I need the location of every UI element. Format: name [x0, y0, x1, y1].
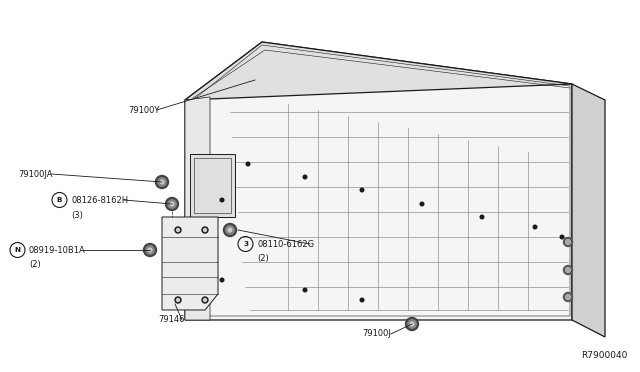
Circle shape	[563, 292, 573, 301]
Text: 79100Y: 79100Y	[128, 106, 159, 115]
Circle shape	[303, 175, 307, 179]
Text: B: B	[57, 197, 62, 203]
Text: R7900040: R7900040	[582, 351, 628, 360]
Circle shape	[175, 297, 181, 303]
Circle shape	[566, 267, 570, 273]
Circle shape	[533, 225, 537, 229]
Circle shape	[406, 317, 419, 330]
Circle shape	[220, 278, 224, 282]
Polygon shape	[185, 42, 572, 100]
Circle shape	[143, 244, 157, 257]
Polygon shape	[162, 217, 218, 310]
Circle shape	[160, 180, 164, 184]
Circle shape	[204, 298, 207, 301]
Circle shape	[204, 228, 207, 231]
Circle shape	[166, 198, 179, 211]
Text: 08110-6162G: 08110-6162G	[257, 240, 314, 248]
Circle shape	[223, 224, 237, 237]
Circle shape	[148, 248, 152, 252]
Text: (2): (2)	[257, 254, 269, 263]
Circle shape	[220, 198, 224, 202]
Circle shape	[566, 240, 570, 244]
Circle shape	[563, 237, 573, 247]
Circle shape	[158, 178, 166, 186]
Circle shape	[170, 202, 174, 206]
Circle shape	[175, 227, 181, 233]
Text: N: N	[15, 247, 20, 253]
Text: (2): (2)	[29, 260, 41, 269]
Text: 79100JA: 79100JA	[18, 170, 52, 179]
Circle shape	[246, 162, 250, 166]
Circle shape	[202, 297, 208, 303]
Circle shape	[560, 235, 564, 239]
Text: 08919-10B1A: 08919-10B1A	[29, 246, 86, 254]
Circle shape	[563, 266, 573, 275]
Circle shape	[228, 228, 232, 232]
Circle shape	[360, 298, 364, 302]
Circle shape	[146, 246, 154, 254]
Polygon shape	[190, 154, 235, 217]
Circle shape	[177, 298, 179, 301]
Text: 79146: 79146	[158, 315, 184, 324]
Circle shape	[360, 188, 364, 192]
Circle shape	[420, 202, 424, 206]
Circle shape	[156, 176, 168, 189]
Text: 79100J: 79100J	[362, 330, 391, 339]
Text: 08126-8162H: 08126-8162H	[71, 196, 128, 205]
Circle shape	[480, 215, 484, 219]
Polygon shape	[185, 42, 572, 320]
Circle shape	[168, 200, 176, 208]
Circle shape	[226, 226, 234, 234]
Polygon shape	[185, 97, 210, 320]
Circle shape	[410, 322, 414, 326]
Circle shape	[303, 288, 307, 292]
Circle shape	[566, 295, 570, 299]
Polygon shape	[572, 84, 605, 337]
Text: (3): (3)	[71, 211, 83, 219]
Text: 3: 3	[243, 241, 248, 247]
Circle shape	[408, 320, 416, 328]
Circle shape	[177, 228, 179, 231]
Circle shape	[202, 227, 208, 233]
